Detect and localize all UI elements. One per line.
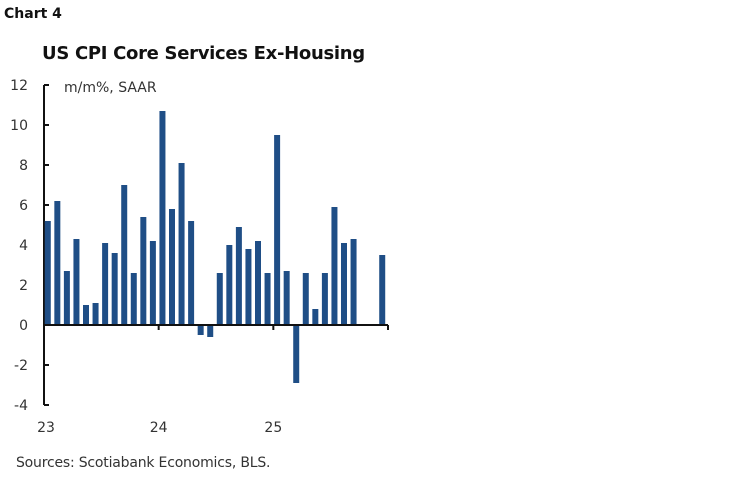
chart-title: US CPI Core Services Ex-Housing [42, 43, 365, 64]
bar-apr-25 [302, 273, 309, 325]
bar-jan-25 [274, 135, 281, 325]
bar-aug-25 [341, 243, 347, 325]
bar-mar-23 [63, 271, 70, 325]
bar-oct-23 [130, 273, 137, 325]
y-tick-label: 0 [19, 318, 28, 334]
bar-jan-24 [159, 111, 166, 325]
bar-may-23 [83, 305, 89, 325]
bar-apr-24 [188, 221, 195, 325]
x-tick-label: 23 [37, 420, 55, 436]
bar-feb-23 [54, 201, 61, 325]
bar-oct-24 [245, 249, 252, 325]
bar-sep-25 [350, 239, 357, 325]
bar-dec-25 [379, 255, 386, 325]
bar-nov-23 [140, 217, 147, 325]
y-tick-label: 6 [19, 198, 28, 214]
y-tick-label: 8 [19, 158, 28, 174]
sources-note: Sources: Scotiabank Economics, BLS. [16, 455, 271, 471]
bar-dec-24 [264, 273, 271, 325]
y-tick-label: -4 [14, 398, 28, 414]
bar-sep-23 [121, 185, 128, 325]
bar-dec-23 [149, 241, 156, 325]
y-tick-label: 2 [19, 278, 28, 294]
y-tick-label: -2 [14, 358, 28, 374]
bar-aug-24 [226, 245, 233, 325]
bar-apr-23 [73, 239, 80, 325]
bar-jun-25 [321, 273, 328, 325]
bar-aug-23 [111, 253, 118, 325]
bar-mar-25 [293, 325, 300, 383]
bar-feb-24 [169, 209, 175, 325]
y-tick-label: 10 [10, 118, 28, 134]
bar-jun-24 [207, 325, 214, 337]
bar-mar-24 [178, 163, 185, 325]
bar-may-24 [197, 325, 204, 335]
bar-may-25 [312, 309, 319, 325]
bar-jul-24 [216, 273, 223, 325]
bar-sep-24 [235, 227, 242, 325]
bar-jun-23 [92, 303, 99, 325]
bar-feb-25 [283, 271, 290, 325]
bar-nov-24 [255, 241, 261, 325]
y-axis-unit-label: m/m%, SAAR [64, 80, 157, 96]
bar-jul-23 [102, 243, 109, 325]
bar-jul-25 [331, 207, 338, 325]
bar-jan-23 [44, 221, 51, 325]
chart-number: Chart 4 [4, 6, 62, 22]
y-tick-label: 4 [19, 238, 28, 254]
y-tick-label: 12 [10, 78, 28, 94]
x-tick-label: 25 [264, 420, 282, 436]
x-tick-label: 24 [150, 420, 168, 436]
